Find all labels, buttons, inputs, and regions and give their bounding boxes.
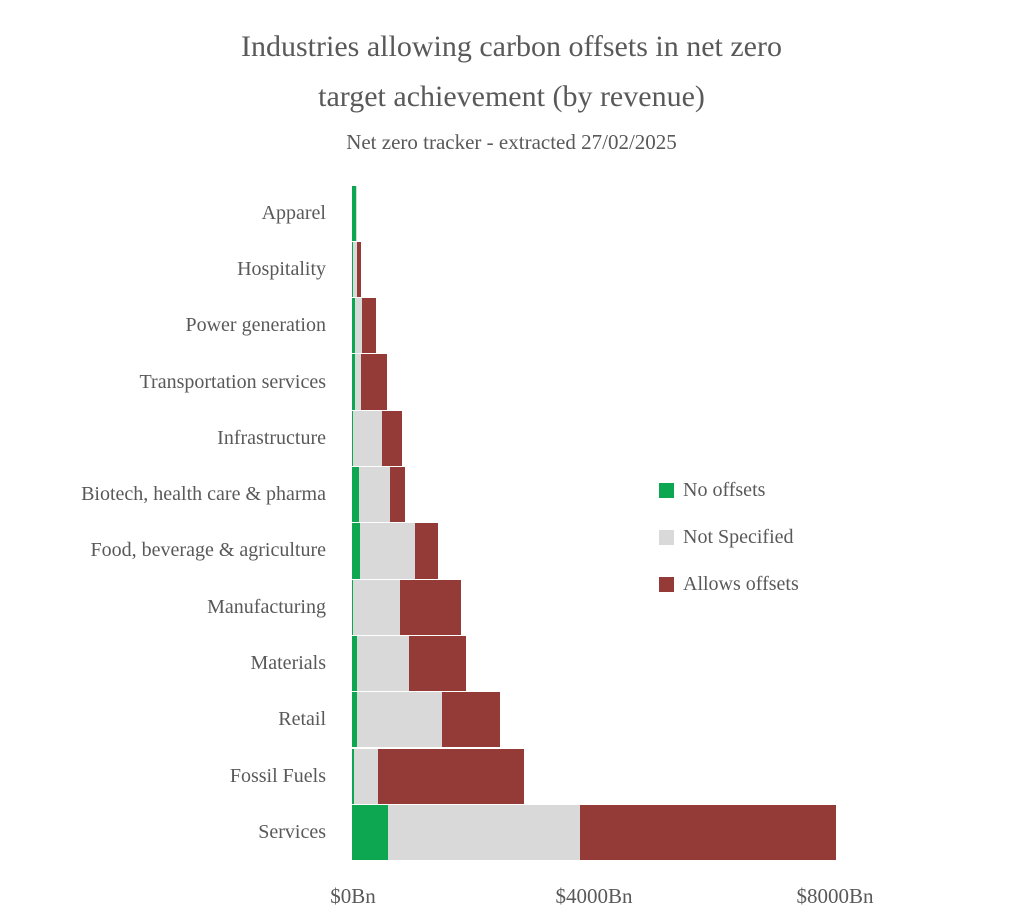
- category-label: Fossil Fuels: [229, 764, 326, 787]
- category-label: Hospitality: [237, 257, 326, 280]
- bar-segment-not-specified: [357, 692, 443, 748]
- bar-segment-not-specified: [359, 523, 415, 579]
- bar-segment-allows-offsets: [357, 241, 362, 298]
- bar-segment-not-specified: [358, 467, 390, 523]
- bar-segment-allows-offsets: [414, 523, 438, 579]
- bar-segment-no-offsets: [352, 804, 389, 861]
- chart-row: Materials: [0, 635, 1023, 692]
- x-axis: $0Bn $4000Bn $8000Bn: [0, 884, 1023, 916]
- chart-row: Food, beverage & agriculture: [0, 523, 1023, 579]
- bar-segment-not-specified: [357, 635, 409, 692]
- bar-segment-no-offsets: [352, 241, 353, 298]
- bar-segment-not-specified: [353, 579, 401, 635]
- legend-label: Not Specified: [683, 525, 794, 548]
- bar-segment-no-offsets: [352, 298, 355, 354]
- chart-row: Infrastructure: [0, 410, 1023, 466]
- legend-item: Not Specified: [659, 526, 794, 548]
- chart-subtitle: Net zero tracker - extracted 27/02/2025: [346, 130, 677, 154]
- category-label: Infrastructure: [217, 426, 326, 449]
- chart-title-line-1: Industries allowing carbon offsets in ne…: [241, 30, 782, 63]
- chart-row: Retail: [0, 692, 1023, 748]
- bar-segment-allows-offsets: [442, 692, 500, 748]
- bar-segment-no-offsets: [352, 467, 359, 523]
- chart-title-line-2: target achievement (by revenue): [318, 80, 705, 113]
- bar-segment-not-specified: [388, 804, 581, 861]
- bar-segment-allows-offsets: [408, 635, 466, 692]
- chart-row: Power generation: [0, 298, 1023, 354]
- x-tick-label: $0Bn: [330, 884, 376, 908]
- plot-area: Apparel Hospitality Power generation Transp…: [0, 185, 1023, 861]
- chart-row: Apparel: [0, 185, 1023, 241]
- legend-swatch-icon: [659, 576, 674, 592]
- category-label: Power generation: [185, 314, 326, 337]
- legend-label: Allows offsets: [683, 572, 799, 595]
- bar-segment-no-offsets: [352, 635, 358, 692]
- legend-swatch-icon: [659, 529, 674, 545]
- category-label: Services: [258, 820, 326, 843]
- bar-segment-not-specified: [355, 298, 362, 354]
- chart-row: Manufacturing: [0, 579, 1023, 635]
- bar-segment-no-offsets: [352, 748, 354, 804]
- category-label: Transportation services: [139, 370, 326, 393]
- legend-item: No offsets: [659, 479, 765, 501]
- bar-segment-no-offsets: [352, 185, 356, 241]
- bar-segment-allows-offsets: [580, 804, 837, 861]
- bar-segment-allows-offsets: [400, 579, 462, 635]
- chart-row: Hospitality: [0, 241, 1023, 298]
- category-label: Biotech, health care & pharma: [81, 483, 326, 506]
- bar-segment-no-offsets: [352, 579, 354, 635]
- bar-segment-not-specified: [355, 354, 361, 410]
- bar-segment-no-offsets: [352, 354, 355, 410]
- chart-header: Industries allowing carbon offsets in ne…: [0, 22, 1023, 155]
- bar-segment-not-specified: [353, 748, 378, 804]
- bar-segment-allows-offsets: [361, 298, 377, 354]
- bar-segment-allows-offsets: [377, 748, 524, 804]
- chart-row: Transportation services: [0, 354, 1023, 410]
- legend-swatch-icon: [659, 482, 674, 498]
- bar-segment-allows-offsets: [360, 354, 387, 410]
- bar-segment-not-specified: [355, 185, 357, 241]
- category-label: Manufacturing: [207, 595, 326, 618]
- bar-segment-no-offsets: [352, 692, 358, 748]
- chart-row: Services: [0, 804, 1023, 861]
- category-label: Retail: [278, 708, 326, 731]
- x-tick-label: $4000Bn: [555, 884, 633, 908]
- bar-segment-allows-offsets: [381, 410, 402, 466]
- bar-segment-no-offsets: [352, 410, 353, 466]
- chart-row: Biotech, health care & pharma: [0, 467, 1023, 523]
- category-label: Food, beverage & agriculture: [90, 539, 326, 562]
- category-label: Apparel: [261, 201, 326, 224]
- legend-item: Allows offsets: [659, 573, 799, 595]
- category-label: Materials: [250, 652, 326, 675]
- legend-label: No offsets: [683, 478, 766, 501]
- x-tick-label: $8000Bn: [796, 884, 874, 908]
- chart-row: Fossil Fuels: [0, 748, 1023, 804]
- bar-segment-no-offsets: [352, 523, 360, 579]
- chart-title: Industries allowing carbon offsets in ne…: [0, 22, 1023, 122]
- bar-segment-not-specified: [352, 241, 358, 298]
- bar-segment-allows-offsets: [389, 467, 406, 523]
- bar-segment-not-specified: [352, 410, 382, 466]
